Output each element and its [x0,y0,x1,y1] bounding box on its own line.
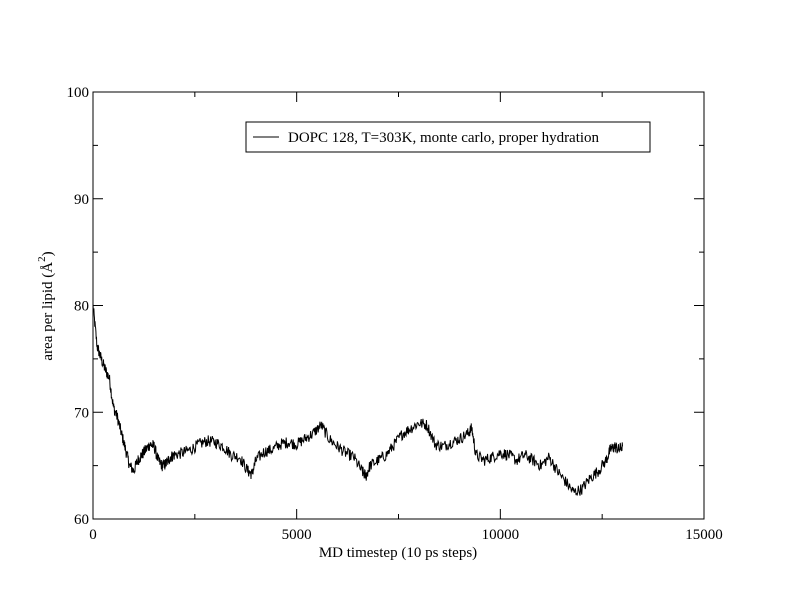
y-tick-label: 70 [74,405,89,421]
legend: DOPC 128, T=303K, monte carlo, proper hy… [245,121,651,153]
x-tick-label: 15000 [685,527,723,543]
series-line [92,303,624,496]
x-tick-label: 0 [89,527,97,543]
y-axis-title-main: area per lipid (Å [40,262,56,361]
x-tick-label: 10000 [482,527,520,543]
y-tick-label: 90 [74,192,89,208]
x-tick-label: 5000 [282,527,312,543]
y-axis-title-close: ) [40,251,56,256]
y-tick-label: 100 [67,85,90,101]
axis-tick-labels: 0 5000 10000 15000 60 70 80 90 100 [67,85,723,543]
legend-label: DOPC 128, T=303K, monte carlo, proper hy… [288,130,600,146]
y-tick-label: 60 [74,512,89,528]
y-axis-title-superscript: 2 [36,256,48,262]
plot-frame [92,91,705,520]
legend-box [245,121,651,153]
y-tick-label: 80 [74,299,89,315]
x-axis-title: MD timestep (10 ps steps) [319,545,477,561]
y-axis-title: area per lipid (Å2) [36,251,56,360]
axis-ticks [92,91,705,520]
